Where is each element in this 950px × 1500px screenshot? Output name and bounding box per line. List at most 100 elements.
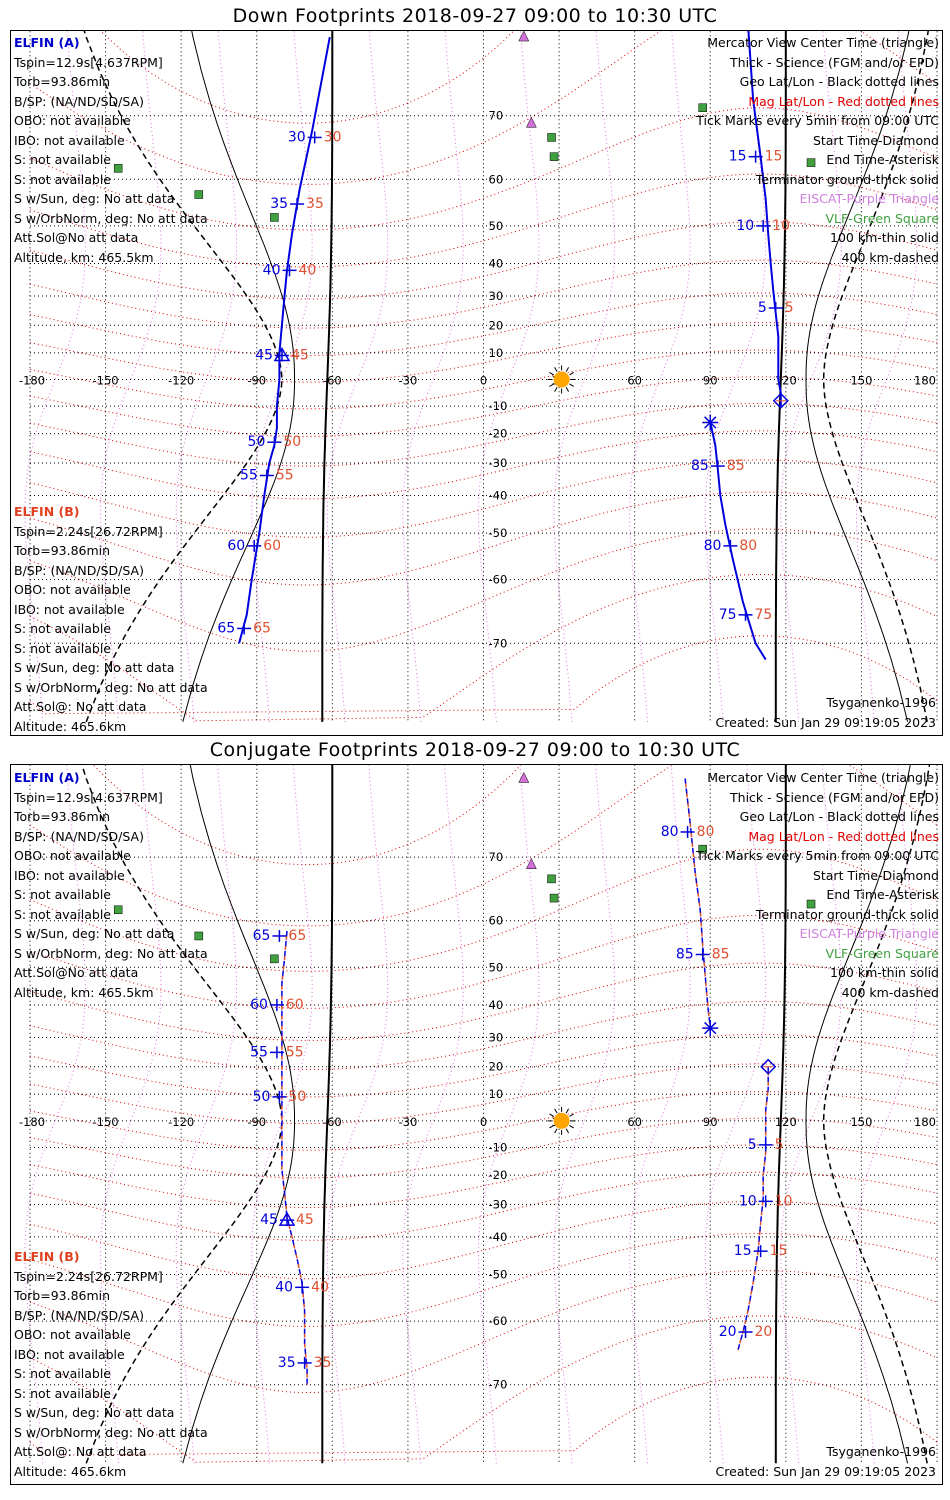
lat-tick-label: -70 (489, 1378, 508, 1392)
vlf-station-icon (547, 874, 556, 884)
lat-tick-label: -60 (489, 573, 508, 587)
mag-lat-line (29, 292, 938, 357)
elfin-b-label: ELFIN (B) (14, 1249, 80, 1264)
elfin-a-label: ELFIN (A) (14, 770, 80, 785)
sun-ray (569, 1113, 574, 1117)
info-line: S: not available (14, 640, 111, 656)
elfin-a-tick-label: 45 (260, 1212, 278, 1228)
info-line: S w/OrbNorm, deg: No att data (14, 945, 208, 961)
vlf-station-icon (549, 152, 559, 161)
info-line: B/SP: (NA/ND/SD/SA) (14, 93, 144, 109)
info-line: Torb=93.86min (14, 543, 111, 558)
lon-tick-label: -90 (247, 373, 266, 387)
elfin-a-tick-label: 50 (253, 1089, 271, 1105)
vlf-station-icon (194, 931, 204, 941)
lat-tick-label: 60 (489, 172, 504, 186)
lat-tick-label: -20 (489, 427, 508, 441)
lat-tick-label: 50 (489, 219, 504, 233)
elfin-a-tick-label: 85 (691, 458, 709, 474)
info-line: Tspin=12.9s[4.637RPM] (14, 789, 163, 805)
info-line: OBO: not available (14, 582, 131, 597)
info-line: S w/Sun, deg: No att data (14, 191, 175, 206)
info-line: OBO: not available (14, 113, 131, 128)
lat-tick-label: 20 (489, 1060, 504, 1074)
altitude-400km-line (83, 31, 283, 723)
legend-entry: Start Time-Diamond (812, 867, 939, 883)
info-line: S w/Sun, deg: No att data (14, 660, 175, 675)
elfin-b-tick-label: 5 (775, 1137, 784, 1153)
info-line: S w/Sun, deg: No att data (14, 1405, 175, 1420)
lat-tick-label: 30 (489, 289, 504, 303)
start-diamond-icon (760, 1058, 777, 1075)
lat-tick-label: 20 (489, 318, 504, 332)
info-line: Altitude: 465.6km (14, 718, 127, 734)
elfin-b-tick-label: 40 (299, 262, 317, 278)
lon-tick-label: 60 (627, 1115, 642, 1129)
elfin-a-tick-label: 20 (719, 1324, 737, 1340)
info-line: S: not available (14, 152, 111, 167)
lon-tick-label: 60 (627, 373, 642, 387)
elfin-b-tick-label: 85 (727, 458, 745, 474)
lat-tick-label: -10 (489, 399, 508, 413)
sun-ray (554, 367, 558, 372)
info-line: Tspin=2.24s[26.72RPM] (14, 1268, 163, 1284)
elfin-b-tick-label: 35 (314, 1355, 332, 1371)
legend-entry: Mag Lat/Lon - Red dotted lines (748, 828, 939, 844)
vlf-station-icon (698, 103, 707, 112)
lon-tick-label: -120 (168, 373, 194, 387)
mag-lat-line (29, 259, 938, 329)
vlf-station-icon (270, 213, 279, 222)
legend-entry: VLF-Green Square (825, 945, 939, 961)
lat-tick-label: -40 (489, 1230, 508, 1244)
elfin-a-tick-label: 5 (758, 300, 767, 316)
mag-lat-line (29, 1144, 938, 1209)
vlf-station-icon (549, 893, 559, 903)
eiscat-station-icon (525, 116, 537, 128)
elfin-a-tick-label: 15 (734, 1243, 752, 1259)
elfin-b-lines: Tspin=2.24s[26.72RPM] Torb=93.86min B/SP: … (14, 522, 208, 736)
lat-tick-label: -30 (489, 1197, 508, 1211)
mag-lat-line (29, 376, 938, 438)
vlf-station-icon (547, 133, 556, 142)
elfin-b-info: ELFIN (B) Tspin=2.24s[26.72RPM] Torb=93.8… (14, 502, 208, 736)
lon-tick-label: -60 (323, 373, 342, 387)
elfin-b-tick-label: 45 (291, 348, 309, 364)
sun-ray (554, 387, 558, 392)
terminator-line (774, 765, 787, 1464)
elfin-b-tick-label: 10 (772, 218, 790, 234)
legend-entry: 400 km-dashed (841, 249, 939, 265)
down-footprints-title: Down Footprints 2018-09-27 09:00 to 10:3… (232, 5, 718, 27)
lon-tick-label: 180 (914, 1115, 936, 1129)
info-line: Tspin=12.9s[4.637RPM] (14, 54, 163, 70)
lat-tick-label: -10 (489, 1141, 508, 1155)
elfin-b-tick-label: 10 (775, 1193, 793, 1209)
info-line: Torb=93.86min (14, 74, 111, 89)
mag-lat-line (100, 31, 515, 124)
elfin-a-track (238, 36, 331, 644)
info-line: OBO: not available (14, 1327, 131, 1342)
elfin-a-tick-label: 65 (217, 620, 235, 636)
conjugate-footprints-title: Conjugate Footprints 2018-09-27 09:00 to… (209, 739, 741, 761)
elfin-b-tick-label: 75 (755, 607, 773, 623)
sun-ray (565, 1108, 570, 1114)
lat-tick-label: -60 (489, 1314, 508, 1328)
lon-tick-label: 90 (703, 373, 718, 387)
altitude-100km-line (182, 765, 295, 1464)
legend-entry: 100 km-thin solid (830, 230, 939, 245)
info-line: B/SP: (NA/ND/SD/SA) (14, 562, 144, 578)
elfin-a-tick-label: 55 (250, 1044, 268, 1060)
sun-ray (549, 372, 555, 376)
lon-tick-label: -180 (19, 1115, 45, 1129)
mag-lat-line (29, 1233, 938, 1327)
lat-tick-label: 10 (489, 1087, 504, 1101)
altitude-400km-line (822, 31, 929, 723)
info-line: Att.Sol@: No att data (14, 1444, 147, 1459)
elfin-a-tick-label: 15 (729, 149, 747, 165)
altitude-100km-line (805, 31, 910, 723)
mag-lon-line (477, 31, 540, 722)
info-line: Altitude, km: 465.5km (14, 984, 154, 1000)
sun-ray (565, 367, 570, 372)
elfin-a-tick-label: 10 (739, 1193, 757, 1209)
terminator-line (774, 31, 787, 722)
terminator-line (321, 765, 334, 1464)
